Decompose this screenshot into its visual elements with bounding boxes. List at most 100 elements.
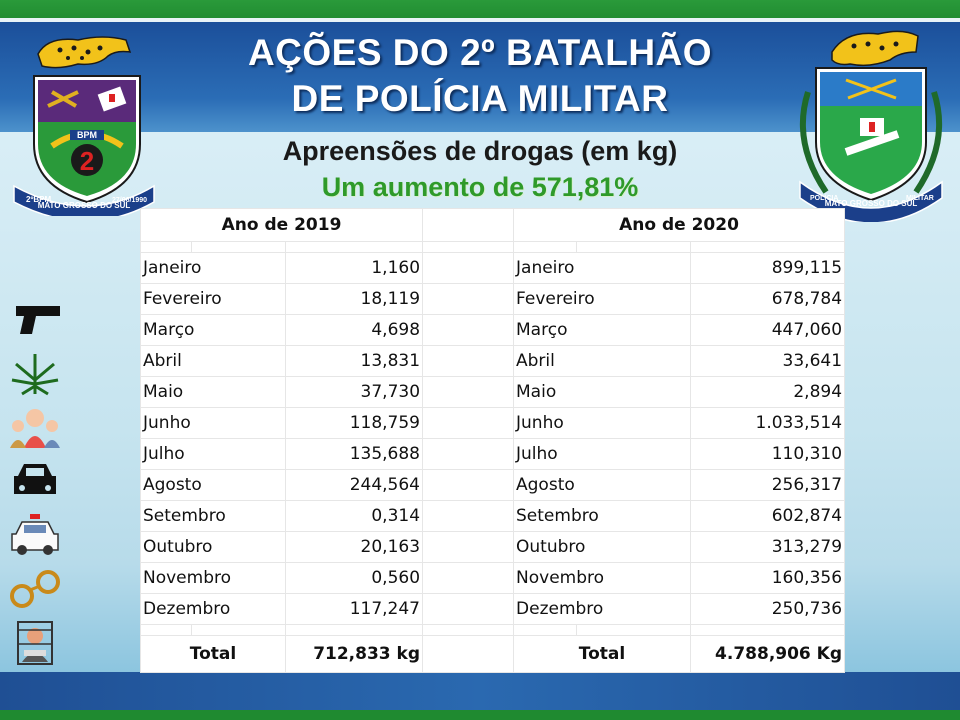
svg-text:MILITAR: MILITAR bbox=[906, 195, 934, 202]
laurel-left-icon bbox=[799, 91, 829, 194]
cannabis-leaf-icon bbox=[11, 354, 59, 396]
police-car-icon bbox=[11, 514, 59, 555]
month-2019: Dezembro bbox=[140, 593, 286, 625]
value-2020: 313,279 bbox=[690, 531, 846, 563]
gap-cell bbox=[422, 562, 515, 594]
table-row: Fevereiro 18,119 Fevereiro 678,784 bbox=[140, 283, 846, 315]
value-2019: 13,831 bbox=[284, 345, 424, 377]
month-2020: Maio bbox=[513, 376, 692, 408]
month-2020: Março bbox=[513, 314, 692, 346]
page-title: AÇÕES DO 2º BATALHÃO DE POLÍCIA MILITAR bbox=[180, 30, 780, 122]
svg-text:MATO GROSSO DO SUL: MATO GROSSO DO SUL bbox=[825, 199, 918, 208]
month-2020: Fevereiro bbox=[513, 283, 692, 315]
value-2020: 1.033,514 bbox=[690, 407, 846, 439]
value-2020: 447,060 bbox=[690, 314, 846, 346]
value-2020: 602,874 bbox=[690, 500, 846, 532]
leopard-icon bbox=[37, 36, 132, 69]
title-line-1: AÇÕES DO 2º BATALHÃO bbox=[247, 32, 713, 73]
month-2019: Junho bbox=[140, 407, 286, 439]
gap-cell bbox=[422, 345, 515, 377]
year-2020-header: Ano de 2020 bbox=[513, 208, 846, 242]
month-2019: Janeiro bbox=[140, 252, 286, 284]
table-row: Junho 118,759 Junho 1.033,514 bbox=[140, 407, 846, 439]
gap-cell bbox=[422, 407, 515, 439]
value-2019: 135,688 bbox=[284, 438, 424, 470]
leopard-icon bbox=[831, 30, 919, 67]
month-2020: Dezembro bbox=[513, 593, 692, 625]
svg-text:MATO GROSSO DO SUL: MATO GROSSO DO SUL bbox=[38, 201, 131, 210]
laurel-right-icon bbox=[913, 91, 943, 194]
gap-cell bbox=[422, 252, 515, 284]
value-2020: 250,736 bbox=[690, 593, 846, 625]
subtitle: Apreensões de drogas (em kg) bbox=[282, 136, 678, 166]
value-2019: 37,730 bbox=[284, 376, 424, 408]
value-2020: 160,356 bbox=[690, 562, 846, 594]
month-2020: Janeiro bbox=[513, 252, 692, 284]
table-row: Novembro 0,560 Novembro 160,356 bbox=[140, 562, 846, 594]
gap-cell bbox=[422, 500, 515, 532]
svg-text:BPM: BPM bbox=[77, 130, 97, 140]
total-value-2020: 4.788,906 Kg bbox=[690, 635, 846, 673]
drug-seizures-table: Ano de 2019 Ano de 2020 Janeiro 1,160 Jane… bbox=[139, 208, 846, 673]
bottom-green-stripe bbox=[0, 710, 960, 720]
gap-cell bbox=[422, 531, 515, 563]
car-icon bbox=[14, 464, 56, 494]
gap-cell bbox=[422, 376, 515, 408]
value-2019: 1,160 bbox=[284, 252, 424, 284]
value-2019: 18,119 bbox=[284, 283, 424, 315]
handcuffs-icon bbox=[10, 570, 60, 608]
value-2020: 33,641 bbox=[690, 345, 846, 377]
month-2020: Outubro bbox=[513, 531, 692, 563]
table-row: Agosto 244,564 Agosto 256,317 bbox=[140, 469, 846, 501]
month-2019: Novembro bbox=[140, 562, 286, 594]
month-rows: Janeiro 1,160 Janeiro 899,115 Fevereiro 18,11… bbox=[140, 252, 846, 625]
battalion-crest-logo: BPM 2 MATO GROSSO DO SUL 2ºBPM 27/06/199… bbox=[13, 36, 155, 216]
value-2020: 2,894 bbox=[690, 376, 846, 408]
month-2019: Agosto bbox=[140, 469, 286, 501]
month-2020: Julho bbox=[513, 438, 692, 470]
gap-cell bbox=[422, 593, 515, 625]
month-2020: Novembro bbox=[513, 562, 692, 594]
svg-text:27/06/1990: 27/06/1990 bbox=[112, 197, 147, 204]
month-2020: Agosto bbox=[513, 469, 692, 501]
svg-text:2: 2 bbox=[80, 146, 94, 176]
value-2019: 118,759 bbox=[284, 407, 424, 439]
value-2020: 899,115 bbox=[690, 252, 846, 284]
svg-text:POLÍCIA: POLÍCIA bbox=[810, 193, 838, 202]
year-2019-header: Ano de 2019 bbox=[139, 208, 424, 242]
month-2019: Fevereiro bbox=[140, 283, 286, 315]
value-2020: 110,310 bbox=[690, 438, 846, 470]
prisoner-icon bbox=[17, 621, 53, 665]
month-2020: Junho bbox=[513, 407, 692, 439]
total-label-2020: Total bbox=[513, 635, 692, 673]
svg-text:2ºBPM: 2ºBPM bbox=[26, 195, 51, 204]
value-2019: 0,560 bbox=[284, 562, 424, 594]
side-icon-column bbox=[8, 296, 68, 674]
gap-cell bbox=[422, 314, 515, 346]
pistol-icon bbox=[16, 306, 60, 334]
people-icon bbox=[10, 409, 60, 448]
top-green-stripe bbox=[0, 0, 960, 22]
total-label-2019: Total bbox=[140, 635, 286, 673]
month-2019: Julho bbox=[140, 438, 286, 470]
increase-highlight: Um aumento de 571,81% bbox=[321, 172, 639, 202]
total-row: Total 712,833 kg Total 4.788,906 Kg bbox=[140, 635, 846, 673]
value-2020: 256,317 bbox=[690, 469, 846, 501]
year-header-row: Ano de 2019 Ano de 2020 bbox=[139, 208, 846, 242]
military-police-crest-logo: MATO GROSSO DO SUL POLÍCIA MILITAR bbox=[799, 30, 943, 222]
month-2019: Março bbox=[140, 314, 286, 346]
gap-cell bbox=[422, 283, 515, 315]
table-row: Maio 37,730 Maio 2,894 bbox=[140, 376, 846, 408]
month-2019: Abril bbox=[140, 345, 286, 377]
month-2020: Abril bbox=[513, 345, 692, 377]
value-2020: 678,784 bbox=[690, 283, 846, 315]
month-2019: Setembro bbox=[140, 500, 286, 532]
value-2019: 4,698 bbox=[284, 314, 424, 346]
table-row: Março 4,698 Março 447,060 bbox=[140, 314, 846, 346]
month-2019: Maio bbox=[140, 376, 286, 408]
table-row: Abril 13,831 Abril 33,641 bbox=[140, 345, 846, 377]
table-row: Setembro 0,314 Setembro 602,874 bbox=[140, 500, 846, 532]
value-2019: 0,314 bbox=[284, 500, 424, 532]
table-row: Outubro 20,163 Outubro 313,279 bbox=[140, 531, 846, 563]
month-2020: Setembro bbox=[513, 500, 692, 532]
